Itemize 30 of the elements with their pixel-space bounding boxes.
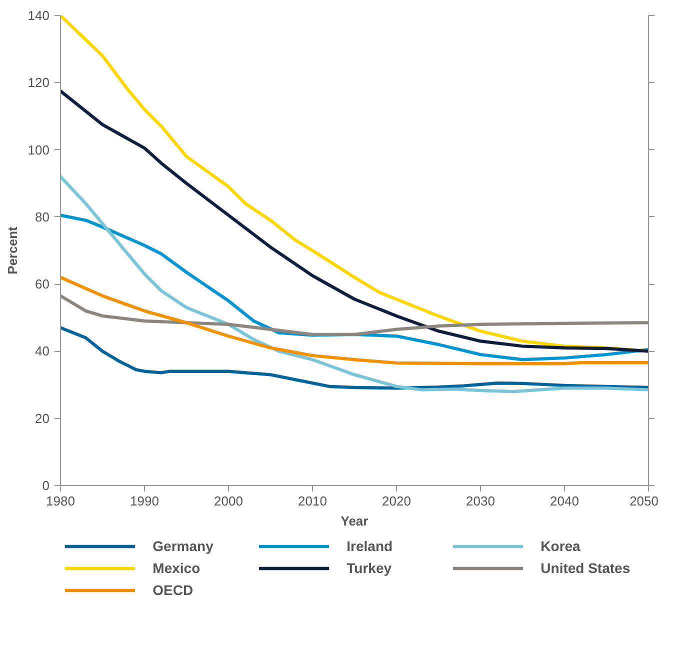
y-axis-title: Percent	[4, 226, 20, 274]
y-tick-label: 40	[35, 344, 50, 359]
legend-label: Turkey	[346, 560, 393, 576]
legend-label: Mexico	[152, 560, 202, 576]
x-axis-title: Year	[340, 514, 368, 528]
y-tick-label: 0	[42, 478, 50, 493]
y-tick-label: 20	[35, 410, 50, 426]
line-series	[60, 175, 648, 394]
legend-label: Germany	[152, 538, 214, 554]
y-tick-label: 80	[35, 209, 50, 224]
y-tick-label: 100	[28, 142, 50, 158]
legend-label: Ireland	[346, 538, 394, 554]
y-tick-label: 60	[35, 276, 50, 292]
x-tick-label: 2010	[298, 494, 327, 508]
x-tick-label: 2050	[630, 494, 658, 508]
legend-label: OECD	[152, 582, 194, 598]
x-tick-label: 2000	[214, 494, 243, 508]
x-tick-label: 1990	[130, 494, 159, 508]
y-tick-label: 140	[28, 8, 50, 23]
legend-label: Korea	[540, 538, 582, 554]
line-series	[60, 326, 648, 390]
x-tick-label: 1980	[46, 494, 75, 508]
line-series	[60, 89, 648, 353]
x-tick-label: 2020	[382, 494, 411, 508]
legend-label: United States	[540, 560, 632, 576]
y-tick-label: 120	[28, 75, 50, 90]
line-series	[60, 294, 648, 336]
x-tick-label: 2040	[550, 494, 579, 508]
x-tick-label: 2030	[466, 494, 495, 508]
line-series	[60, 276, 648, 366]
